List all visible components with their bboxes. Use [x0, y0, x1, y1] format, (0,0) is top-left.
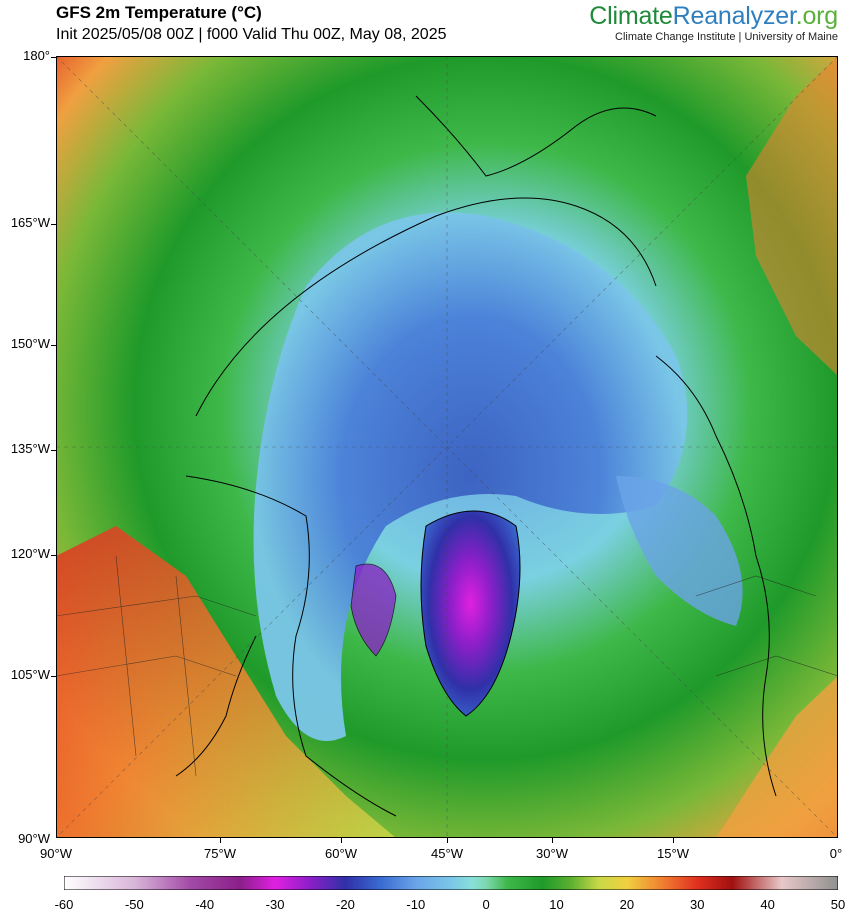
- colorbar-tick-label: 30: [690, 897, 705, 912]
- brand-subline: Climate Change Institute | University of…: [615, 31, 838, 43]
- asia-warm-region: [746, 56, 838, 376]
- colorbar-fill: [64, 876, 838, 890]
- page-title: GFS 2m Temperature (°C): [56, 3, 262, 22]
- lat-label-90w: 90°W: [18, 831, 50, 846]
- arctic-cold-region: [253, 212, 688, 741]
- colorbar-tick-label: -40: [195, 897, 215, 912]
- colorbar-tick-label: -60: [54, 897, 74, 912]
- colorbar: [64, 876, 838, 890]
- tick-y: [51, 224, 56, 225]
- tick-y: [51, 676, 56, 677]
- tick-y: [51, 555, 56, 556]
- lat-label-165w: 165°W: [10, 215, 50, 230]
- temperature-map: [56, 56, 838, 838]
- tick-x: [447, 838, 448, 843]
- lon-label-75w: 75°W: [204, 846, 236, 861]
- lon-label-15w: 15°W: [657, 846, 689, 861]
- lon-label-0: 0°: [829, 846, 843, 861]
- lon-label-45w: 45°W: [431, 846, 463, 861]
- lat-label-180: 180°: [23, 48, 50, 63]
- lat-label-120w: 120°W: [10, 546, 50, 561]
- colorbar-tick-label: -20: [336, 897, 355, 912]
- brand-org: .org: [795, 2, 838, 30]
- colorbar-tick-label: -10: [406, 897, 426, 912]
- colorbar-tick-label: 40: [760, 897, 775, 912]
- graticule: [56, 56, 838, 838]
- colorbar-tick-label: 10: [549, 897, 564, 912]
- colorbar-tick-label: 0: [482, 897, 490, 912]
- colorbar-tick-label: 20: [619, 897, 635, 912]
- lat-label-135w: 135°W: [10, 441, 50, 456]
- lon-label-60w: 60°W: [325, 846, 357, 861]
- tick-y: [51, 450, 56, 451]
- tick-x: [220, 838, 221, 843]
- tick-x: [552, 838, 553, 843]
- tick-x: [673, 838, 674, 843]
- brand-reanalyzer: Reanalyzer: [672, 2, 796, 30]
- baffin-island: [350, 563, 397, 657]
- admin-borders: [56, 555, 838, 777]
- europe-warm-region: [716, 676, 838, 838]
- colorbar-tick-label: -30: [265, 897, 285, 912]
- page-subtitle: Init 2025/05/08 00Z | f000 Valid Thu 00Z…: [56, 26, 447, 43]
- coastlines: [175, 95, 777, 817]
- lon-label-90w: 90°W: [40, 846, 72, 861]
- lon-label-30w: 30°W: [536, 846, 568, 861]
- colorbar-tick-label: 50: [830, 897, 846, 912]
- colorbar-tick-label: -50: [124, 897, 144, 912]
- siberia-cold-region: [616, 476, 743, 626]
- tick-y: [51, 345, 56, 346]
- brand-logo[interactable]: ClimateReanalyzer.org: [589, 2, 838, 31]
- tick-y: [51, 57, 56, 58]
- lat-label-105w: 105°W: [10, 667, 50, 682]
- lat-label-150w: 150°W: [10, 336, 50, 351]
- brand-climate: Climate: [589, 2, 673, 30]
- tick-x: [341, 838, 342, 843]
- greenland-ice-sheet: [420, 510, 521, 717]
